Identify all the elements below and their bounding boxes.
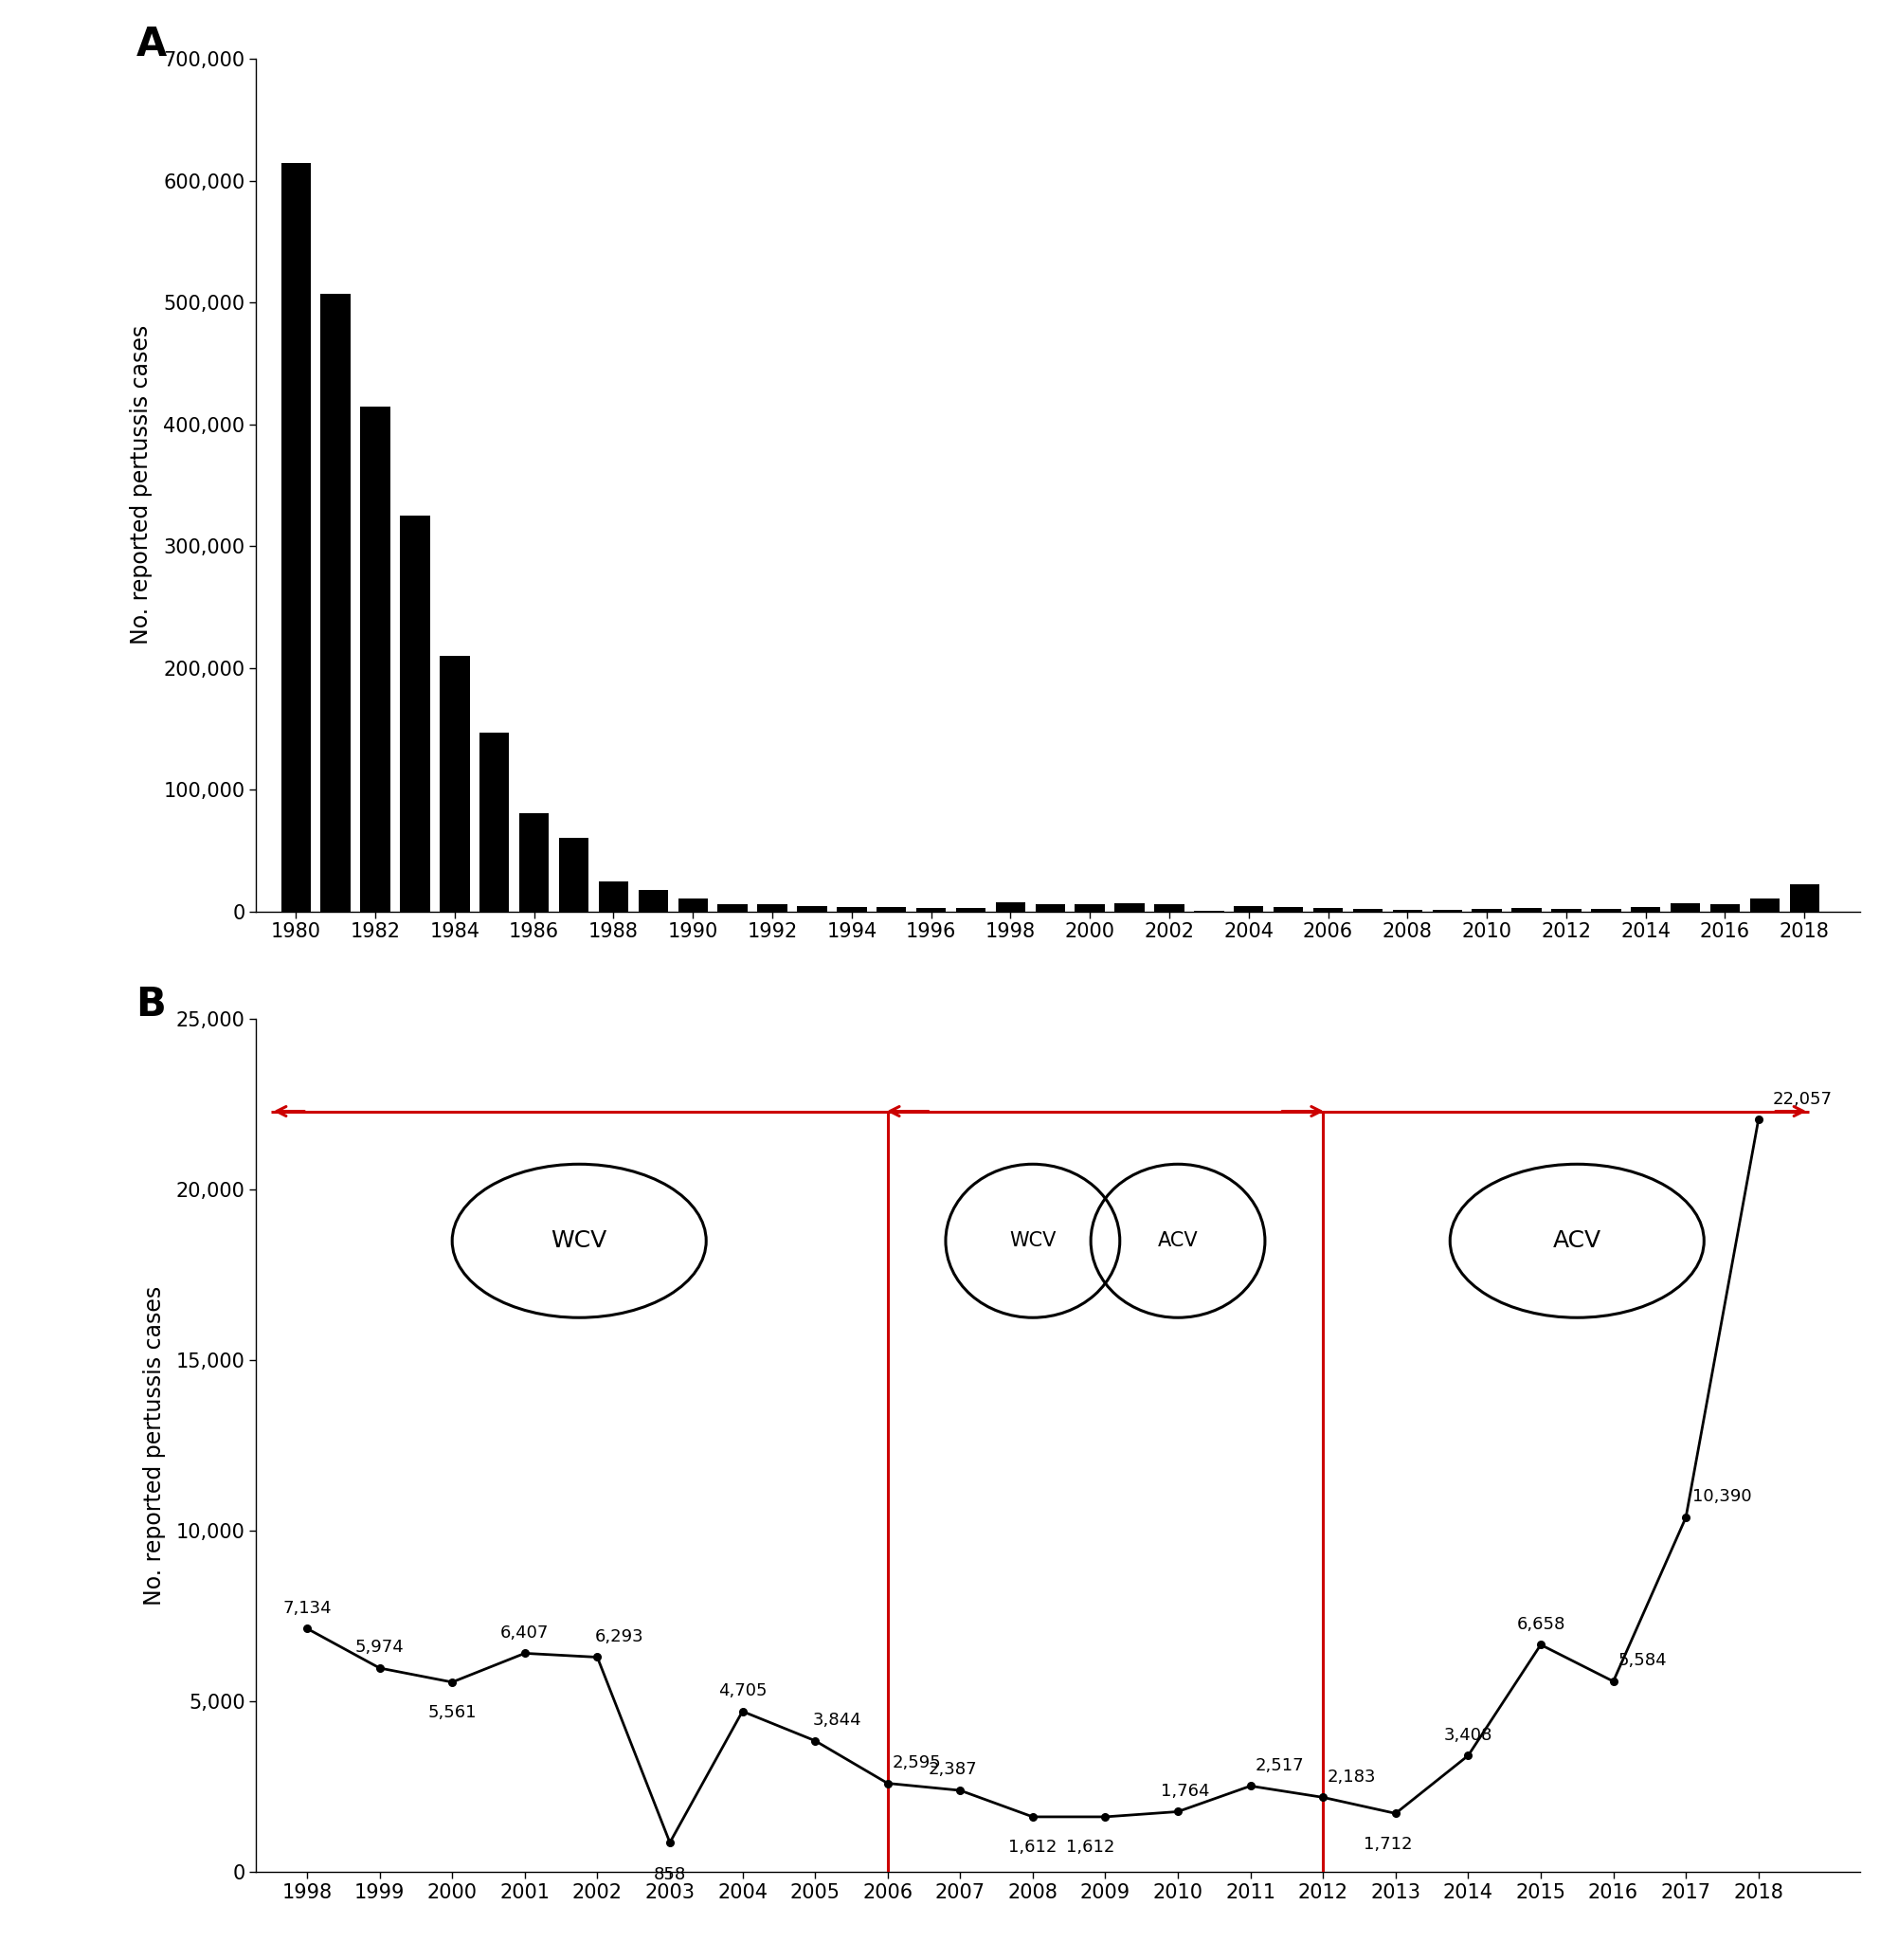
Text: 6,658: 6,658 [1517,1615,1566,1633]
Bar [1234,906,1264,911]
Bar [598,882,628,911]
Text: 7,134: 7,134 [283,1599,332,1617]
Bar [1034,904,1065,911]
Text: ACV: ACV [1158,1231,1198,1250]
Bar [678,898,708,911]
Bar [361,406,391,911]
Text: 1,612: 1,612 [1067,1838,1116,1856]
Bar [1710,906,1740,911]
Text: 4,705: 4,705 [717,1682,767,1699]
Bar [1074,906,1105,911]
Bar [1790,884,1820,911]
Bar [440,657,469,911]
Bar [558,839,588,911]
Bar [837,907,867,911]
Bar [1670,904,1701,911]
Bar [1750,900,1780,911]
Bar [1393,909,1422,911]
Bar [1114,904,1144,911]
Text: 5,974: 5,974 [355,1639,404,1656]
Y-axis label: No. reported pertussis cases: No. reported pertussis cases [131,325,152,645]
Bar [717,904,748,911]
Bar [1551,909,1581,911]
Text: ACV: ACV [1553,1229,1602,1252]
Bar [757,904,788,911]
Bar [1274,907,1304,911]
Bar [1353,909,1382,911]
Text: 5,584: 5,584 [1617,1652,1666,1670]
Bar [1313,907,1344,911]
Bar [638,890,668,911]
Bar [321,294,351,911]
Bar [996,904,1025,911]
Text: 6,293: 6,293 [594,1629,643,1644]
Text: 2,387: 2,387 [928,1762,977,1778]
Text: 1,764: 1,764 [1162,1784,1209,1799]
Bar [281,163,311,911]
Text: 2,517: 2,517 [1255,1756,1304,1774]
Text: A: A [137,25,167,65]
Bar [1473,909,1501,911]
Text: 10,390: 10,390 [1693,1488,1752,1505]
Text: 858: 858 [653,1866,685,1884]
Text: 22,057: 22,057 [1773,1090,1832,1107]
Bar [877,907,905,911]
Text: 2,595: 2,595 [892,1754,941,1772]
Text: 2,183: 2,183 [1327,1768,1376,1786]
Bar [797,906,828,911]
Text: B: B [137,986,165,1025]
Bar [480,733,509,911]
Text: 5,561: 5,561 [427,1705,476,1721]
Y-axis label: No. reported pertussis cases: No. reported pertussis cases [142,1286,165,1605]
Bar [957,907,985,911]
Text: WCV: WCV [550,1229,607,1252]
Bar [1433,909,1461,911]
Text: 1,612: 1,612 [1008,1838,1057,1856]
Bar [1511,907,1541,911]
Text: WCV: WCV [1010,1231,1055,1250]
Text: 3,844: 3,844 [812,1711,862,1729]
Bar [520,813,549,911]
Text: 6,407: 6,407 [501,1625,549,1641]
Bar [400,515,431,911]
Text: 1,712: 1,712 [1365,1837,1412,1852]
Bar [1591,909,1621,911]
Text: 3,408: 3,408 [1444,1727,1492,1744]
Bar [1630,907,1661,911]
Bar [1154,904,1184,911]
Bar [917,907,945,911]
